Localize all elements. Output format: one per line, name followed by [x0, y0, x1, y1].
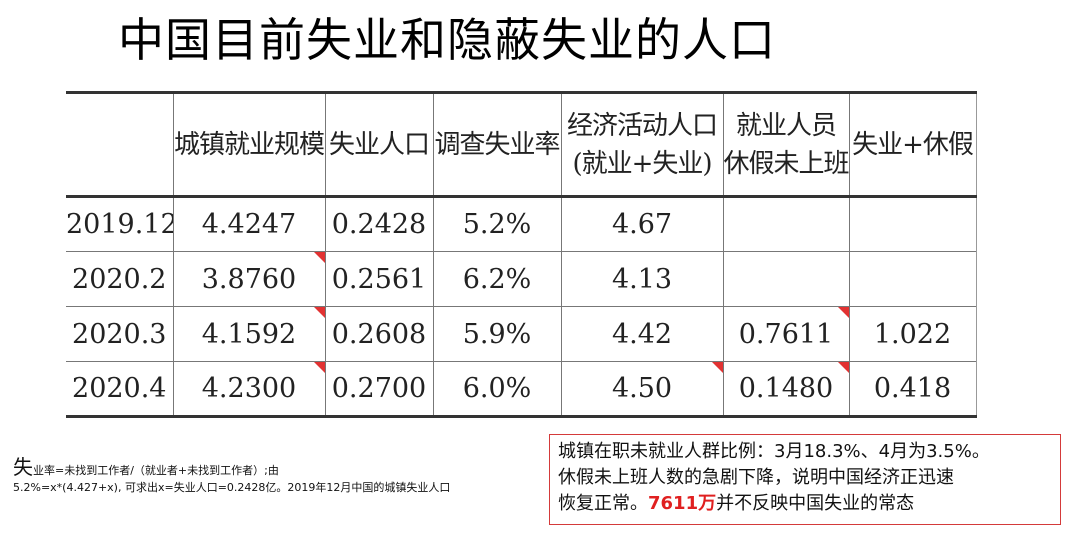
- header-cell-urban-employment: 城镇就业规模: [172, 91, 326, 198]
- table-cell: 0.2700: [324, 361, 434, 417]
- note-line-2: 5.2%=x*(4.427+x), 可求出x=失业人口=0.2428亿。2019…: [13, 481, 451, 494]
- header-cell-unemployed-plus-leave: 失业+休假: [848, 91, 977, 198]
- table-cell: [848, 196, 977, 252]
- table-cell: 3.8760: [172, 251, 326, 307]
- header-cell-survey-rate: 调查失业率: [432, 91, 562, 198]
- header-cell-unemployed: 失业人口: [324, 91, 434, 198]
- table-cell: 4.50: [560, 361, 724, 417]
- table-cell: [848, 251, 977, 307]
- comment-flag-icon[interactable]: [711, 362, 722, 373]
- table-cell: 0.2561: [324, 251, 434, 307]
- table-cell-date: 2020.3: [66, 306, 174, 362]
- table-cell: 5.2%: [432, 196, 562, 252]
- table-cell: 4.67: [560, 196, 724, 252]
- table-cell: 4.2300: [172, 361, 326, 417]
- table-row: 2020.2 3.8760 0.2561 6.2% 4.13: [66, 251, 977, 307]
- comment-flag-icon[interactable]: [313, 362, 324, 373]
- page-title: 中国目前失业和隐蔽失业的人口: [118, 13, 776, 67]
- table-cell: 0.418: [848, 361, 977, 417]
- unemployment-table-container: 城镇就业规模 失业人口 调查失业率 经济活动人口 (就业+失业) 就业人员 休假…: [66, 91, 977, 421]
- callout-line-3: 恢复正常。7611万并不反映中国失业的常态: [558, 493, 915, 514]
- header-cell-labor-force: 经济活动人口 (就业+失业): [560, 91, 724, 198]
- table-cell: 0.2428: [324, 196, 434, 252]
- comment-flag-icon[interactable]: [837, 362, 848, 373]
- comment-flag-icon[interactable]: [313, 307, 324, 318]
- table-cell: [722, 196, 850, 252]
- table-cell: 0.1480: [722, 361, 850, 417]
- callout-box: 城镇在职未就业人群比例：3月18.3%、4月为3.5%。 休假未上班人数的急剧下…: [549, 434, 1061, 525]
- callout-line-1: 城镇在职未就业人群比例：3月18.3%、4月为3.5%。: [558, 441, 990, 462]
- table-cell: 0.2608: [324, 306, 434, 362]
- header-cell-date: [66, 91, 174, 198]
- table-header-row: 城镇就业规模 失业人口 调查失业率 经济活动人口 (就业+失业) 就业人员 休假…: [66, 91, 977, 198]
- table-row: 2019.12 4.4247 0.2428 5.2% 4.67: [66, 196, 977, 252]
- formula-note: 失业率=未找到工作者/（就业者+未找到工作者）;由 5.2%=x*(4.427+…: [13, 457, 543, 496]
- comment-flag-icon[interactable]: [313, 252, 324, 263]
- callout-highlight: 7611万: [648, 493, 717, 514]
- table-cell: 4.4247: [172, 196, 326, 252]
- table-cell: 4.42: [560, 306, 724, 362]
- table-cell: 6.2%: [432, 251, 562, 307]
- table-cell: 6.0%: [432, 361, 562, 417]
- table-cell: 0.7611: [722, 306, 850, 362]
- comment-flag-icon[interactable]: [837, 307, 848, 318]
- header-cell-on-leave: 就业人员 休假未上班: [722, 91, 850, 198]
- table-cell-date: 2020.2: [66, 251, 174, 307]
- table-cell-date: 2020.4: [66, 361, 174, 417]
- table-row: 2020.3 4.1592 0.2608 5.9% 4.42 0.7611 1.…: [66, 306, 977, 362]
- table-cell-date: 2019.12: [66, 196, 174, 252]
- note-lead-char: 失: [13, 455, 33, 479]
- table-cell: [722, 251, 850, 307]
- table-cell: 4.13: [560, 251, 724, 307]
- table-row: 2020.4 4.2300 0.2700 6.0% 4.50 0.1480 0.…: [66, 361, 977, 417]
- table-cell: 5.9%: [432, 306, 562, 362]
- table-cell: 4.1592: [172, 306, 326, 362]
- unemployment-table: 城镇就业规模 失业人口 调查失业率 经济活动人口 (就业+失业) 就业人员 休假…: [66, 91, 977, 418]
- table-cell: 1.022: [848, 306, 977, 362]
- callout-line-2: 休假未上班人数的急剧下降，说明中国经济正迅速: [558, 467, 954, 488]
- note-line-1: 业率=未找到工作者/（就业者+未找到工作者）;由: [33, 464, 279, 477]
